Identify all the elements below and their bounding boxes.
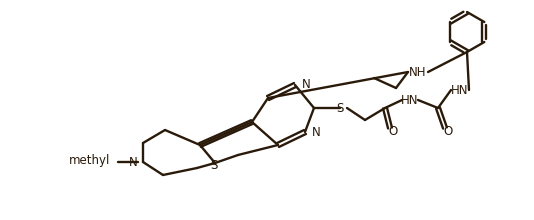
Text: N: N <box>312 125 321 139</box>
Text: methyl: methyl <box>69 154 110 167</box>
Text: HN: HN <box>451 84 469 97</box>
Text: S: S <box>210 158 218 172</box>
Text: N: N <box>129 156 138 169</box>
Text: N: N <box>302 77 311 90</box>
Text: O: O <box>388 125 398 138</box>
Text: HN: HN <box>401 94 419 106</box>
Text: S: S <box>336 101 344 114</box>
Text: O: O <box>443 125 453 138</box>
Text: NH: NH <box>409 66 427 79</box>
